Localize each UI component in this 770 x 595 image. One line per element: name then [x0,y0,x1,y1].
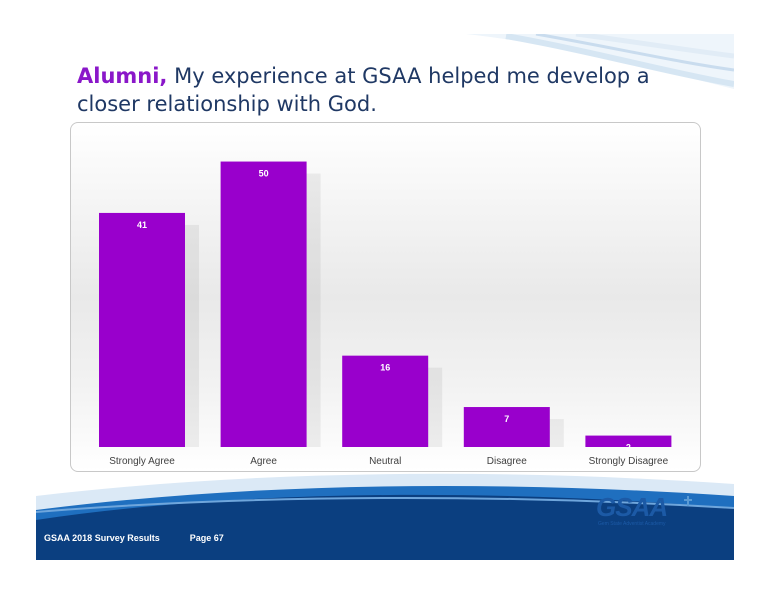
top-swoosh-decoration [466,34,734,89]
footer-swoosh-decoration [36,473,734,560]
data-label: 16 [380,363,390,373]
logo-subtitle: Gem State Adventist Academy [598,521,666,527]
x-tick-label: Strongly Agree [109,456,175,467]
footer-page-number: Page 67 [189,533,224,543]
chart-area: 41 Strongly Agree 50 Agree 16 Neutral 7 Disagre… [70,122,701,472]
x-tick-label: Neutral [369,456,401,467]
data-label: 7 [504,414,509,424]
title-text: My experience at GSAA helped me develop … [77,64,650,116]
bar-neutral [342,355,429,447]
title-highlight: Alumni, [77,64,168,88]
x-tick-label: Strongly Disagree [589,456,669,467]
bar-strongly-disagree [585,435,672,447]
data-label: 50 [259,169,269,179]
data-label: 41 [137,220,147,230]
gsaa-logo: GSAA Gem State Adventist Academy [596,492,692,527]
footer: GSAA 2018 Survey Results Page 67 [44,533,254,543]
slide-title: Alumni, My experience at GSAA helped me … [77,62,697,118]
bar-agree [220,161,307,447]
footer-title: GSAA 2018 Survey Results [44,533,160,543]
bar-chart: 41 Strongly Agree 50 Agree 16 Neutral 7 Disagre… [99,161,672,467]
logo-wordmark: GSAA [596,492,667,522]
x-tick-label: Agree [250,456,277,467]
data-label: 2 [626,443,631,453]
x-tick-label: Disagree [487,456,527,467]
bar-disagree [463,407,550,447]
bar-strongly-agree [99,212,185,447]
slide: Alumni, My experience at GSAA helped me … [36,34,734,560]
